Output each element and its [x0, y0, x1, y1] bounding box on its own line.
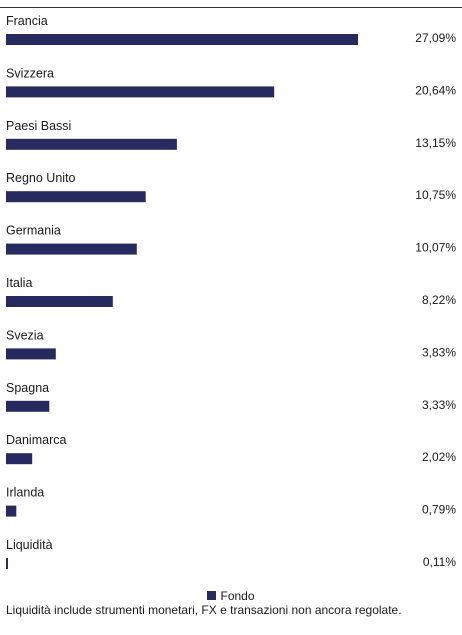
value-label: 0,79%	[422, 503, 456, 517]
bar	[6, 191, 146, 203]
bar	[6, 243, 137, 255]
value-label: 10,75%	[415, 188, 456, 202]
value-label: 0,11%	[423, 555, 456, 569]
value-label: 10,07%	[415, 241, 456, 255]
category-label: Germania	[6, 224, 61, 238]
bar	[6, 34, 358, 45]
category-label: Svizzera	[6, 66, 54, 80]
category-label: Italia	[6, 276, 32, 290]
legend-swatch	[207, 591, 217, 600]
top-rule	[0, 7, 462, 8]
category-label: Svezia	[6, 328, 44, 342]
value-label: 8,22%	[422, 293, 456, 307]
value-label: 20,64%	[415, 83, 456, 97]
bar	[6, 400, 50, 412]
value-label: 13,15%	[415, 136, 456, 150]
category-label: Spagna	[6, 381, 49, 395]
footnote: Liquidità include strumenti monetari, FX…	[6, 603, 402, 617]
category-label: Regno Unito	[6, 171, 76, 185]
bar	[6, 86, 275, 98]
value-label: 3,33%	[422, 398, 456, 412]
bar	[6, 505, 17, 517]
category-label: Paesi Bassi	[6, 119, 71, 133]
category-label: Liquidità	[6, 538, 53, 552]
bar	[6, 453, 33, 465]
category-label: Irlanda	[6, 486, 44, 500]
legend: Fondo	[0, 589, 462, 603]
value-label: 3,83%	[422, 345, 456, 359]
legend-label: Fondo	[220, 589, 255, 603]
bar	[6, 558, 8, 569]
value-label: 27,09%	[415, 31, 456, 45]
bar	[6, 348, 56, 360]
category-label: Francia	[6, 14, 48, 28]
bar	[6, 138, 177, 150]
category-label: Danimarca	[6, 433, 66, 447]
bar	[6, 296, 113, 307]
value-label: 2,02%	[422, 450, 456, 464]
